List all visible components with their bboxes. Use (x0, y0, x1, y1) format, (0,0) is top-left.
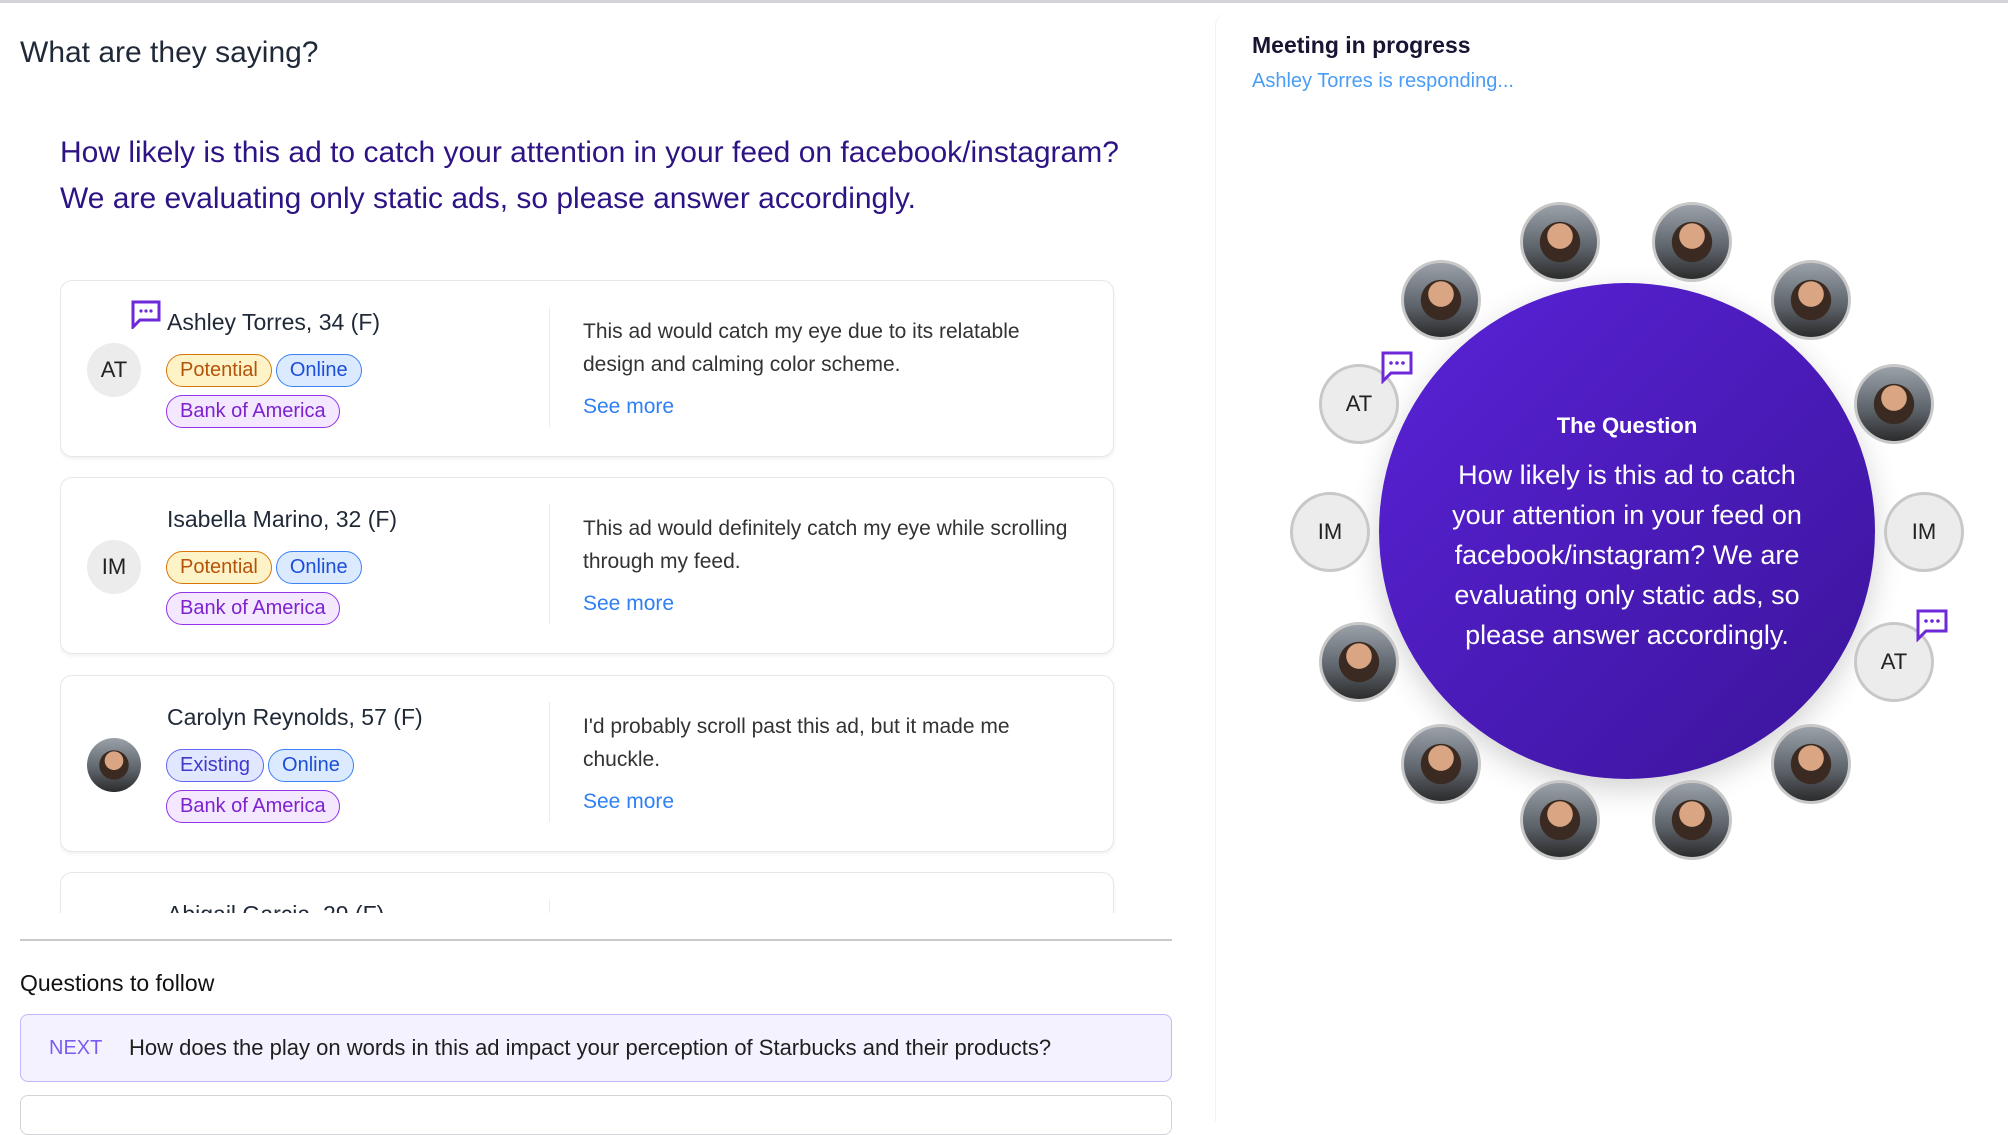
avatar-photo (87, 738, 141, 792)
response-card: IM Isabella Marino, 32 (F) Potential Onli… (60, 477, 1114, 654)
next-question-text: How does the play on words in this ad im… (129, 1035, 1052, 1060)
divider (549, 702, 550, 822)
segment-badge: Existing (166, 749, 265, 782)
participant-photo[interactable] (1771, 724, 1851, 804)
divider (549, 899, 550, 913)
section-title: What are they saying? (20, 36, 319, 69)
segment-badge: Potential (166, 551, 272, 584)
section-divider (20, 939, 1172, 941)
participant-photo[interactable] (1319, 622, 1399, 702)
chat-bubble-icon (131, 300, 161, 329)
divider (549, 307, 550, 427)
participant-photo[interactable] (1401, 724, 1481, 804)
participant-photo[interactable] (1652, 202, 1732, 282)
avatar: IM (87, 540, 141, 594)
participant-photo[interactable] (1652, 780, 1732, 860)
participant-name: Carolyn Reynolds, 57 (F) (167, 704, 423, 730)
participant-name: Isabella Marino, 32 (F) (167, 506, 398, 532)
chat-bubble-icon (1381, 351, 1413, 384)
responding-status: Ashley Torres is responding... (1252, 70, 1514, 92)
response-text: This ad would catch my eye due to its re… (583, 320, 1020, 376)
see-more-link[interactable]: See more (583, 790, 675, 813)
responses-list[interactable]: AT Ashley Torres, 34 (F) Potential Online… (60, 280, 1116, 913)
next-question-item[interactable]: NEXT How does the play on words in this … (20, 1014, 1172, 1082)
question-text: How likely is this ad to catch your atte… (1452, 460, 1802, 650)
segment-badge: Potential (166, 354, 272, 387)
participant-photo[interactable] (1520, 202, 1600, 282)
divider (549, 504, 550, 624)
participant-avatar[interactable]: AT (1319, 364, 1399, 444)
response-text: I'd probably scroll past this ad, but it… (583, 715, 1010, 771)
next-label: NEXT (49, 1036, 103, 1059)
response-text: This ad would definitely catch my eye wh… (583, 517, 1068, 573)
bank-badge: Bank of America (166, 395, 340, 428)
chat-bubble-icon (1916, 609, 1948, 642)
meeting-panel (1215, 12, 2008, 1122)
see-more-link[interactable]: See more (583, 592, 675, 615)
avatar: AT (87, 343, 141, 397)
channel-badge: Online (268, 749, 354, 782)
participant-name: Ashley Torres, 34 (F) (167, 309, 381, 335)
current-question: How likely is this ad to catch your atte… (60, 136, 1119, 215)
participant-photo[interactable] (1854, 364, 1934, 444)
question-item[interactable] (20, 1095, 1172, 1135)
channel-badge: Online (275, 551, 362, 584)
bank-badge: Bank of America (166, 790, 340, 823)
participant-photo[interactable] (1401, 260, 1481, 340)
see-more-link[interactable]: See more (583, 395, 675, 418)
participant-avatar[interactable]: IM (1290, 492, 1370, 572)
question-label: The Question (1556, 413, 1698, 438)
response-card: Abigail Garcia, 29 (F) (60, 872, 1114, 913)
participant-avatar[interactable]: IM (1884, 492, 1964, 572)
channel-badge: Online (275, 354, 362, 387)
questions-to-follow-title: Questions to follow (20, 970, 215, 996)
bank-badge: Bank of America (166, 592, 340, 625)
question-circle: The Question How likely is this ad to ca… (1379, 283, 1875, 779)
meeting-title: Meeting in progress (1252, 32, 1471, 58)
response-card: AT Ashley Torres, 34 (F) Potential Online… (60, 280, 1114, 457)
response-card: Carolyn Reynolds, 57 (F) Existing Online B… (60, 675, 1114, 852)
participant-photo[interactable] (1520, 780, 1600, 860)
participant-photo[interactable] (1771, 260, 1851, 340)
top-border (0, 0, 2008, 3)
participant-name: Abigail Garcia, 29 (F) (167, 901, 384, 913)
